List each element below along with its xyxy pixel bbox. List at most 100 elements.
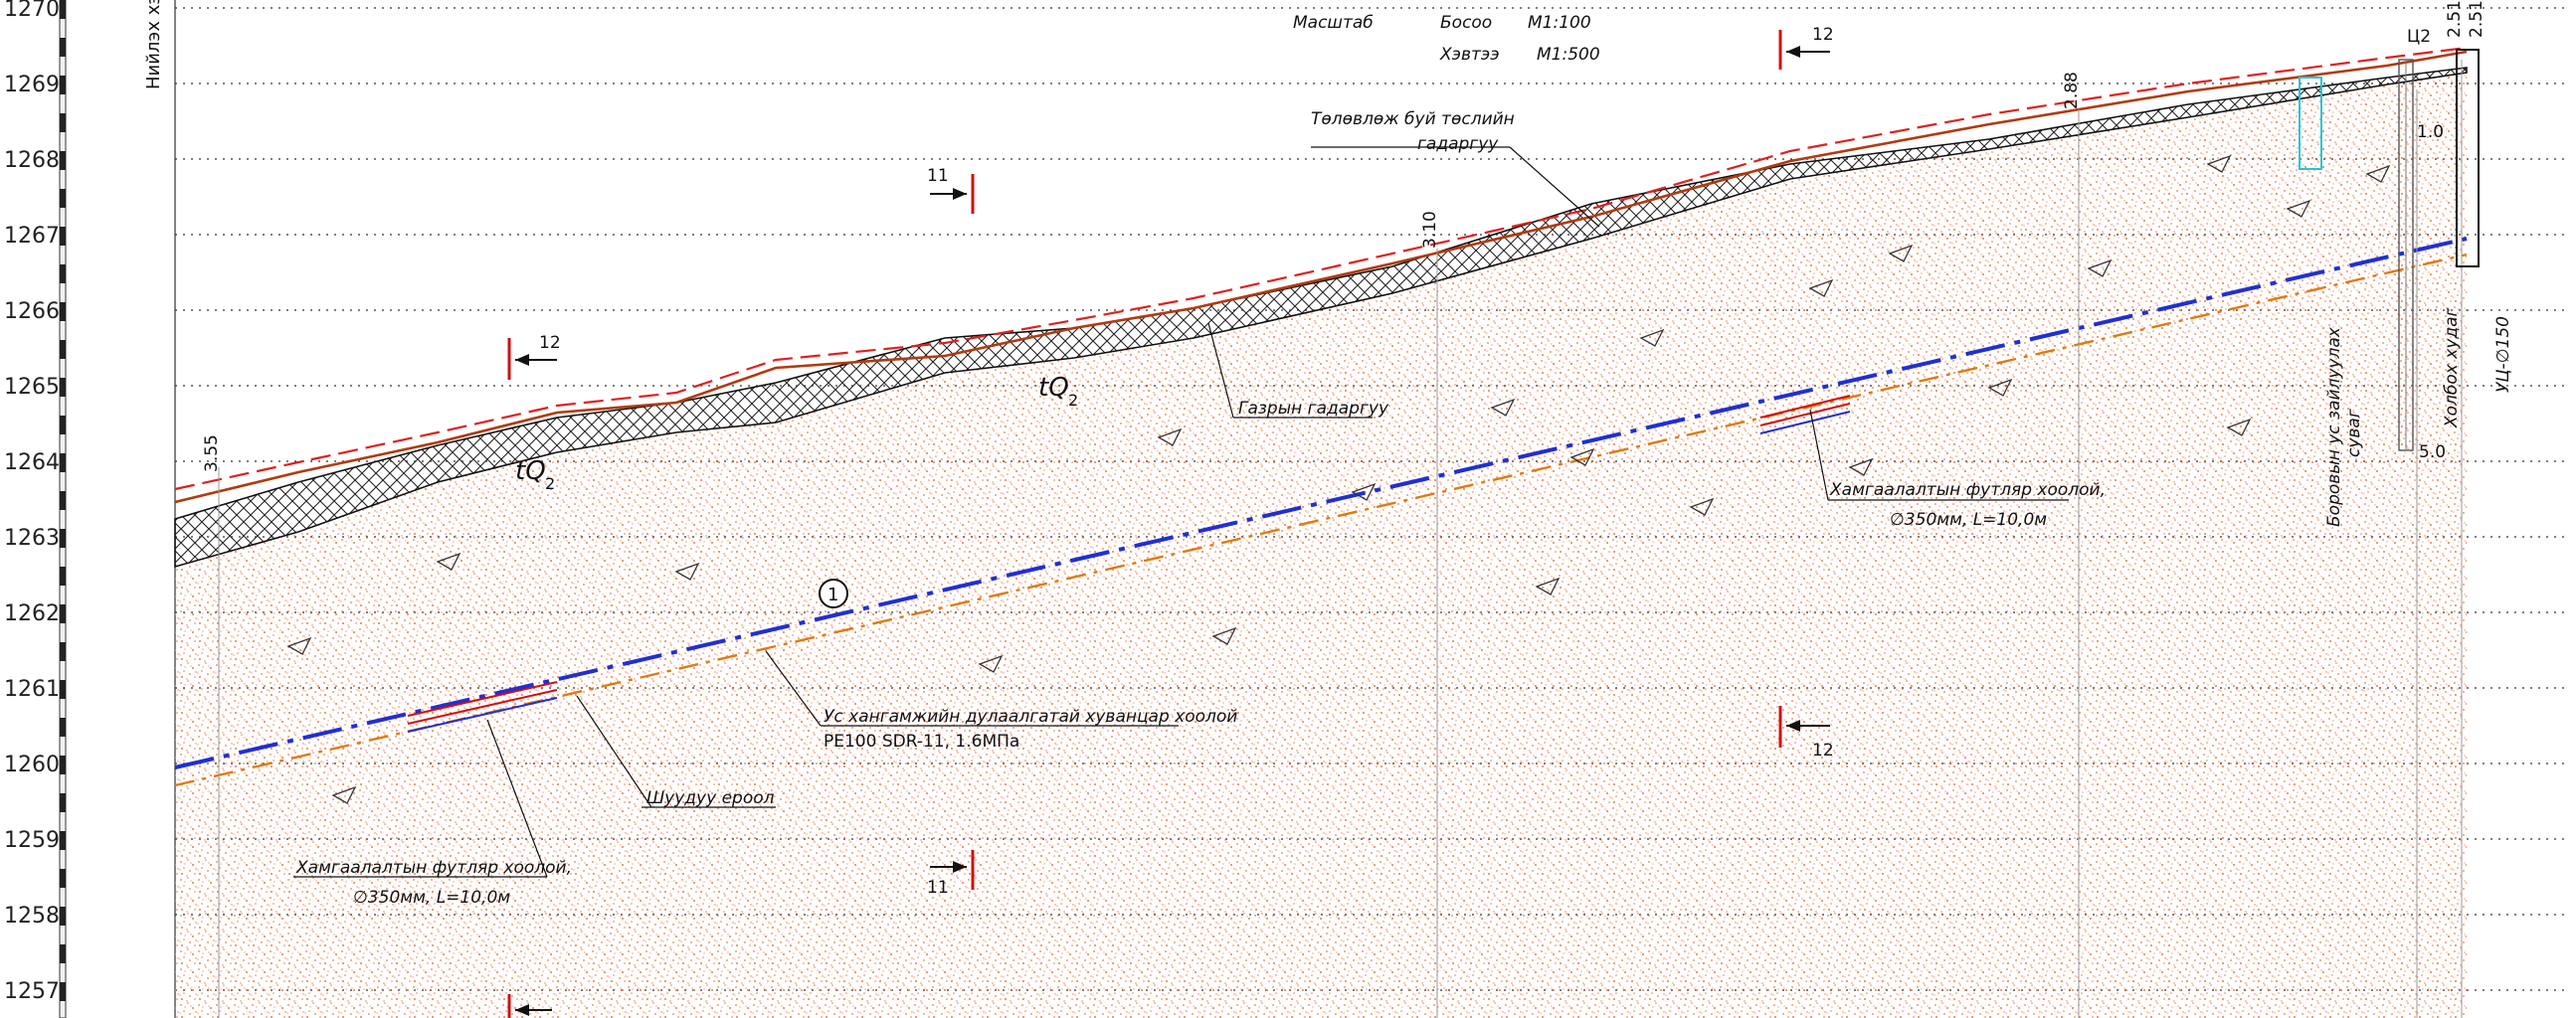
scale-tick xyxy=(60,302,66,321)
scale-tick xyxy=(60,76,66,94)
svg-text:11: 11 xyxy=(927,878,949,898)
scale-tick xyxy=(60,453,66,472)
scale-vertical-label: Босоо xyxy=(1440,13,1492,33)
soil-layer xyxy=(175,73,2467,1018)
drain-label-2: суваг xyxy=(2344,409,2364,457)
trench-bottom-line xyxy=(174,253,2468,787)
scale-tick xyxy=(60,113,66,132)
elevation-label: 1263 xyxy=(4,526,60,551)
elevation-label: 1266 xyxy=(4,299,60,324)
scale-tick xyxy=(60,340,66,359)
scale-tick xyxy=(60,38,66,57)
collector-label-1: Холбох худаг xyxy=(2442,307,2462,428)
scale-tick xyxy=(60,869,66,888)
scale-title: Масштаб xyxy=(1293,13,1374,33)
design-surface-line xyxy=(174,46,2468,491)
section-mark-12-top: 12 xyxy=(1778,25,1834,70)
callout-trench: Шуудуу ероол xyxy=(576,695,776,808)
collector-label-2: УЦ-∅150 xyxy=(2493,316,2513,393)
gravel-triangle xyxy=(2226,418,2252,436)
gravel-triangle xyxy=(436,552,461,571)
gravel-triangle xyxy=(1848,457,1874,476)
elevation-label: 1264 xyxy=(4,450,60,475)
gravel-triangle xyxy=(2365,164,2391,183)
scale-tick xyxy=(60,604,66,623)
scale-tick xyxy=(60,642,66,661)
section-mark-12-c: 12 xyxy=(1778,706,1834,761)
drain-well xyxy=(2398,59,2414,451)
depth-label-1: 3.55 xyxy=(202,434,222,472)
scale-tick xyxy=(60,567,66,586)
scale-tick xyxy=(60,831,66,850)
scale-tick xyxy=(60,982,66,1001)
gravel-triangle xyxy=(1490,398,1516,417)
gravel-triangle xyxy=(1351,482,1377,501)
callout-sleeve-left: Хамгаалалтын футляр хоолой, ∅350мм, L=10… xyxy=(293,719,572,908)
elevation-label: 1262 xyxy=(4,601,60,626)
gravel-triangle xyxy=(1157,427,1183,446)
depth-label-3: 2.88 xyxy=(2062,72,2082,109)
scale-horizontal-value: M1:500 xyxy=(1537,45,1600,65)
gravel-triangle xyxy=(2286,199,2311,218)
scale-tick xyxy=(60,756,66,774)
section-mark-12-b: 12 xyxy=(507,333,561,380)
svg-text:∅350мм, L=10,0м: ∅350мм, L=10,0м xyxy=(353,888,510,908)
depth-label-2: 3.10 xyxy=(1420,211,1440,249)
scale-tick xyxy=(60,378,66,397)
callout-ground-surface: Газрын гадаргуу xyxy=(1207,322,1389,419)
scale-tick xyxy=(60,416,66,434)
svg-text:Газрын гадаргуу: Газрын гадаргуу xyxy=(1238,399,1389,419)
svg-text:PE100 SDR-11, 1.6МПа: PE100 SDR-11, 1.6МПа xyxy=(824,732,1019,752)
topsoil-label-1: tQ 2 xyxy=(515,456,555,493)
callout-pipe: Ус хангамжийн дулаалгатай хуванцар хооло… xyxy=(765,650,1237,752)
layer-number-marker: 1 xyxy=(819,579,848,608)
svg-text:tQ: tQ xyxy=(1038,373,1069,403)
elevation-label: 1270 xyxy=(4,0,60,22)
gravel-triangle xyxy=(1211,626,1237,645)
svg-text:tQ: tQ xyxy=(515,456,546,486)
scale-tick xyxy=(60,264,66,283)
svg-text:Шуудуу ероол: Шуудуу ероол xyxy=(646,788,775,808)
elevation-label: 1265 xyxy=(4,375,60,400)
gravel-triangle xyxy=(978,654,1004,673)
gravel-triangle xyxy=(674,562,700,581)
scale-tick xyxy=(60,793,66,812)
scale-tick xyxy=(60,189,66,208)
section-mark-12-d xyxy=(507,994,552,1018)
collector-well xyxy=(2456,49,2480,267)
scale-tick xyxy=(60,907,66,926)
scale-tick xyxy=(60,227,66,246)
elevation-label: 1259 xyxy=(4,828,60,853)
gravel-triangle xyxy=(1888,244,1914,262)
svg-text:2: 2 xyxy=(1068,391,1078,410)
gravel-triangle xyxy=(1689,497,1715,516)
svg-text:12: 12 xyxy=(1812,741,1834,761)
svg-text:1: 1 xyxy=(828,585,838,605)
svg-text:Төлөвлөж буй төслийн: Төлөвлөж буй төслийн xyxy=(1311,109,1515,129)
elevation-label: 1261 xyxy=(4,677,60,702)
mark-50: 5.0 xyxy=(2419,442,2446,462)
elevation-label: 1267 xyxy=(4,224,60,249)
gravel-triangle xyxy=(286,636,312,655)
gravel-triangle xyxy=(1808,278,1834,297)
svg-text:Хамгаалалтын футляр хоолой,: Хамгаалалтын футляр хоолой, xyxy=(295,858,572,878)
gravel-symbols xyxy=(286,154,2391,804)
elevation-label: 1269 xyxy=(4,73,60,97)
svg-text:Хамгаалалтын футляр хоолой,: Хамгаалалтын футляр хоолой, xyxy=(1829,480,2106,500)
section-mark-11-b: 11 xyxy=(927,850,975,898)
topsoil-band xyxy=(174,67,2468,569)
depth-label-5: 2.51 xyxy=(2467,0,2486,38)
scale-tick xyxy=(60,151,66,170)
gravel-triangle xyxy=(1639,328,1665,347)
gravel-triangle xyxy=(2087,258,2113,277)
side-title: Нийлэх хэсэг-02 xyxy=(143,0,164,89)
scale-tick xyxy=(60,491,66,510)
svg-text:2: 2 xyxy=(545,474,555,493)
station-lines xyxy=(218,60,2463,1018)
gravel-triangle xyxy=(1569,447,1595,466)
svg-text:∅350мм, L=10,0м: ∅350мм, L=10,0м xyxy=(1890,510,2047,530)
svg-text:гадаргуу: гадаргуу xyxy=(1417,134,1499,154)
gravel-triangle xyxy=(1987,378,2013,397)
depth-label-4: 2.51 xyxy=(2445,0,2465,38)
svg-text:12: 12 xyxy=(1812,25,1834,45)
